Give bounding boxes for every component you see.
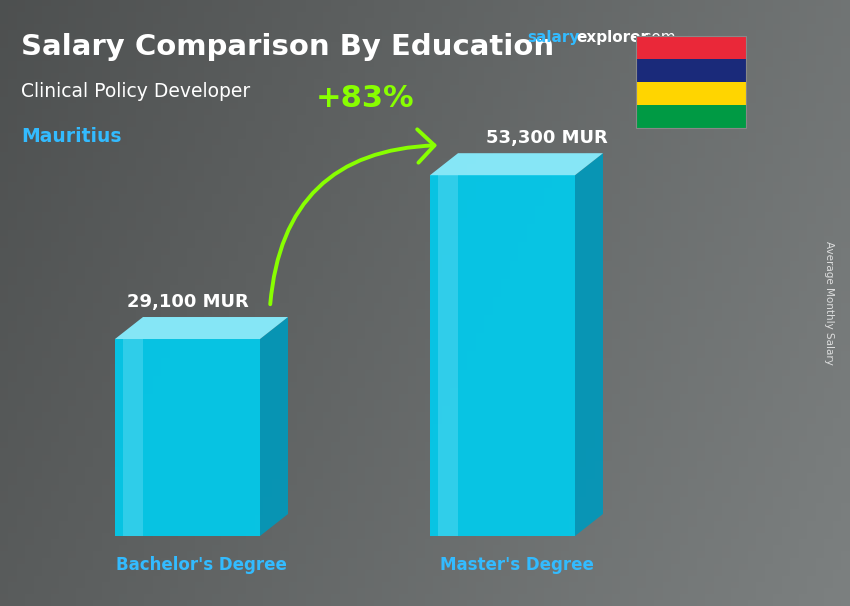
Polygon shape (115, 317, 288, 339)
Polygon shape (260, 317, 288, 536)
Text: Clinical Policy Developer: Clinical Policy Developer (21, 82, 251, 101)
Text: explorer: explorer (576, 30, 649, 45)
Polygon shape (430, 153, 603, 175)
Polygon shape (430, 175, 575, 536)
Text: salary: salary (527, 30, 580, 45)
Text: .com: .com (638, 30, 676, 45)
Text: Salary Comparison By Education: Salary Comparison By Education (21, 33, 554, 61)
Text: Bachelor's Degree: Bachelor's Degree (116, 556, 287, 574)
Text: +83%: +83% (315, 84, 414, 113)
Polygon shape (115, 339, 260, 536)
Polygon shape (123, 339, 143, 536)
Polygon shape (438, 175, 458, 536)
Text: Mauritius: Mauritius (21, 127, 122, 146)
FancyArrowPatch shape (270, 129, 434, 304)
Text: 53,300 MUR: 53,300 MUR (485, 129, 608, 147)
Polygon shape (575, 153, 603, 536)
Text: 29,100 MUR: 29,100 MUR (127, 293, 248, 311)
Text: Master's Degree: Master's Degree (439, 556, 593, 574)
Text: Average Monthly Salary: Average Monthly Salary (824, 241, 834, 365)
